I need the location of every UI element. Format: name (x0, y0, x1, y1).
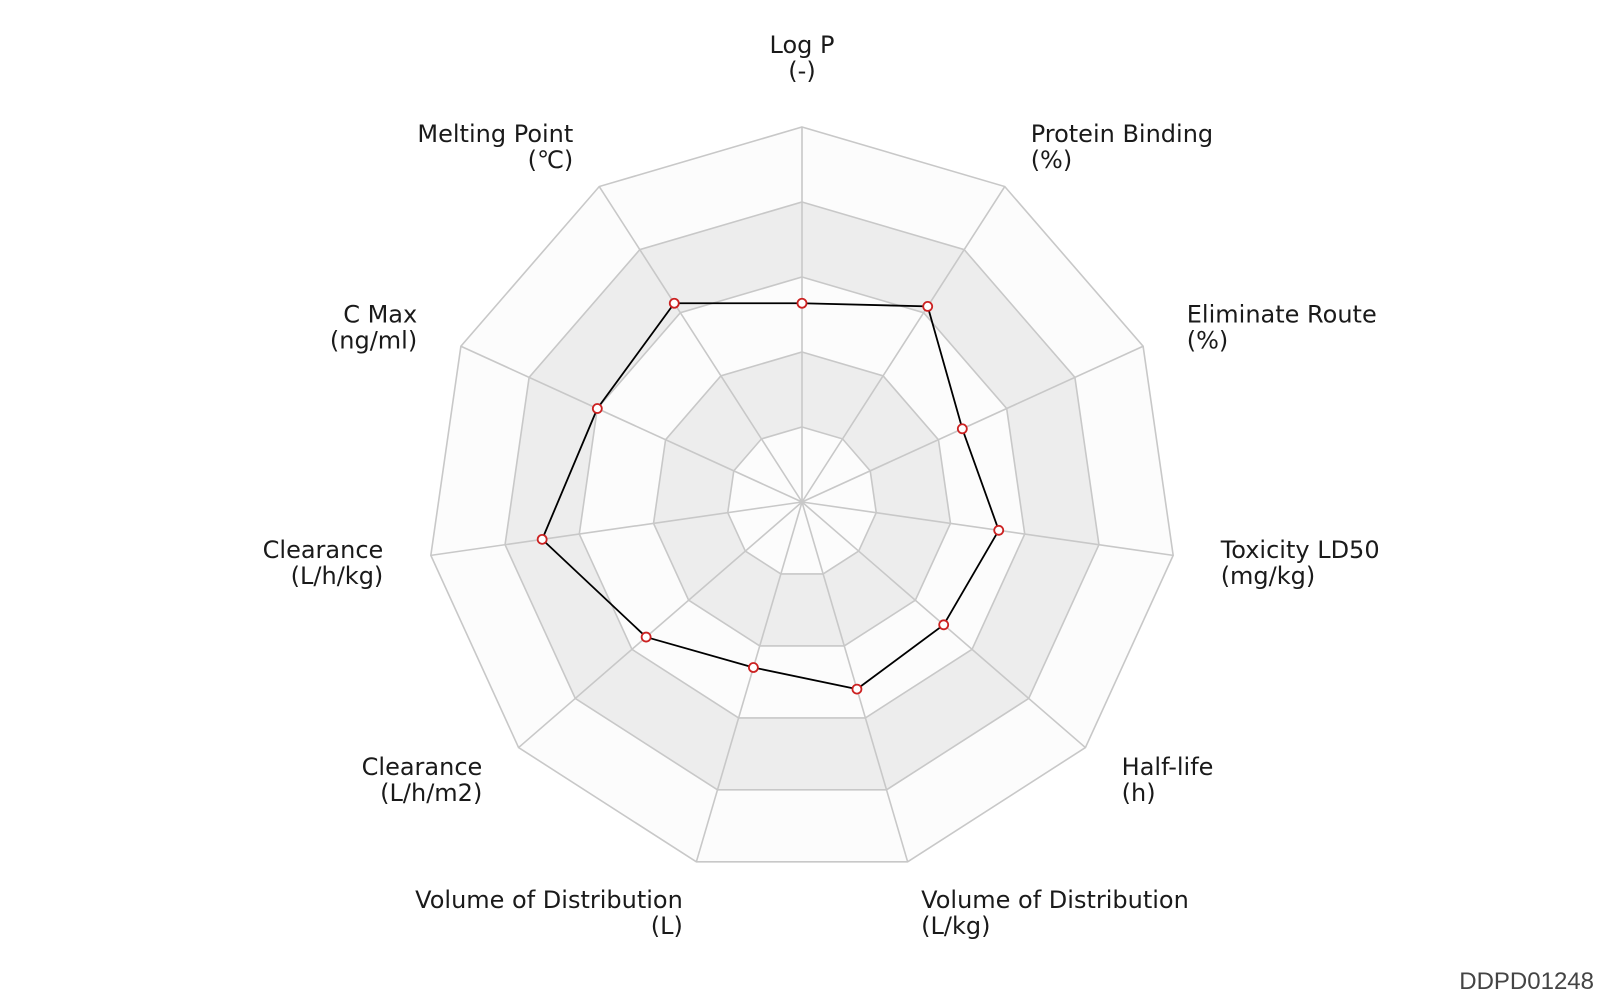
chart-id-label: DDPD01248 (1459, 968, 1594, 995)
axis-label-unit: (mg/kg) (1221, 562, 1316, 590)
axis-label-name: Volume of Distribution (921, 886, 1189, 914)
data-point-2 (922, 301, 934, 312)
axis-label-name: Melting Point (417, 120, 573, 148)
axis-label-unit: (h) (1122, 779, 1156, 807)
axis-label-unit: (ng/ml) (330, 326, 417, 354)
data-point-1 (796, 297, 808, 309)
axis-label-unit: (-) (788, 57, 815, 85)
axis-spoke-8 (518, 501, 803, 749)
series-line (541, 302, 1000, 690)
axis-spoke-11 (598, 186, 803, 503)
axis-label-name: Clearance (263, 536, 384, 564)
axis-spoke-9 (430, 501, 803, 557)
axis-label-unit: (%) (1187, 326, 1229, 354)
axis-label-8: Clearance(L/h/m2) (362, 753, 483, 807)
axis-label-10: C Max(ng/ml) (330, 300, 417, 354)
axis-label-1: Log P(-) (770, 31, 835, 85)
axis-label-4: Toxicity LD50(mg/kg) (1220, 536, 1380, 590)
data-point-7 (748, 662, 759, 673)
axis-spoke-6 (801, 501, 909, 863)
axis-label-unit: (%) (1031, 146, 1073, 174)
radar-data-points (536, 297, 1005, 695)
axis-label-5: Half-life(h) (1122, 753, 1214, 807)
axis-spoke-4 (801, 501, 1174, 557)
axis-spoke-3 (801, 345, 1144, 503)
data-point-6 (851, 683, 863, 695)
data-point-3 (956, 423, 968, 435)
axis-label-name: C Max (343, 300, 417, 328)
radar-series (541, 302, 1000, 690)
axis-label-2: Protein Binding(%) (1031, 120, 1213, 174)
data-point-5 (938, 619, 950, 631)
data-point-4 (993, 524, 1005, 536)
radar-axis-labels: Log P(-)Protein Binding(%)Eliminate Rout… (263, 31, 1380, 940)
data-point-10 (591, 403, 603, 414)
axis-label-unit: (L/h/m2) (380, 779, 482, 807)
axis-label-7: Volume of Distribution(L) (415, 886, 683, 940)
axis-label-unit: (L/h/kg) (291, 562, 384, 590)
axis-spoke-10 (460, 345, 803, 503)
axis-label-name: Toxicity LD50 (1220, 536, 1380, 564)
radar-axis-spokes (430, 127, 1174, 863)
axis-spoke-2 (801, 186, 1006, 503)
data-point-8 (640, 631, 652, 643)
axis-label-name: Protein Binding (1031, 120, 1213, 148)
axis-label-unit: (L) (651, 912, 683, 940)
axis-label-unit: (L/kg) (921, 912, 990, 940)
axis-label-9: Clearance(L/h/kg) (263, 536, 384, 590)
axis-spoke-7 (695, 501, 803, 863)
axis-label-name: Clearance (362, 753, 483, 781)
axis-label-unit: (℃) (528, 146, 574, 174)
axis-label-name: Eliminate Route (1187, 300, 1377, 328)
data-point-11 (668, 297, 680, 309)
axis-label-name: Log P (770, 31, 835, 59)
axis-label-name: Volume of Distribution (415, 886, 683, 914)
axis-label-3: Eliminate Route(%) (1187, 300, 1377, 354)
axis-label-6: Volume of Distribution(L/kg) (921, 886, 1189, 940)
axis-label-name: Half-life (1122, 753, 1214, 781)
data-point-9 (536, 533, 548, 545)
axis-label-11: Melting Point(℃) (417, 120, 573, 174)
